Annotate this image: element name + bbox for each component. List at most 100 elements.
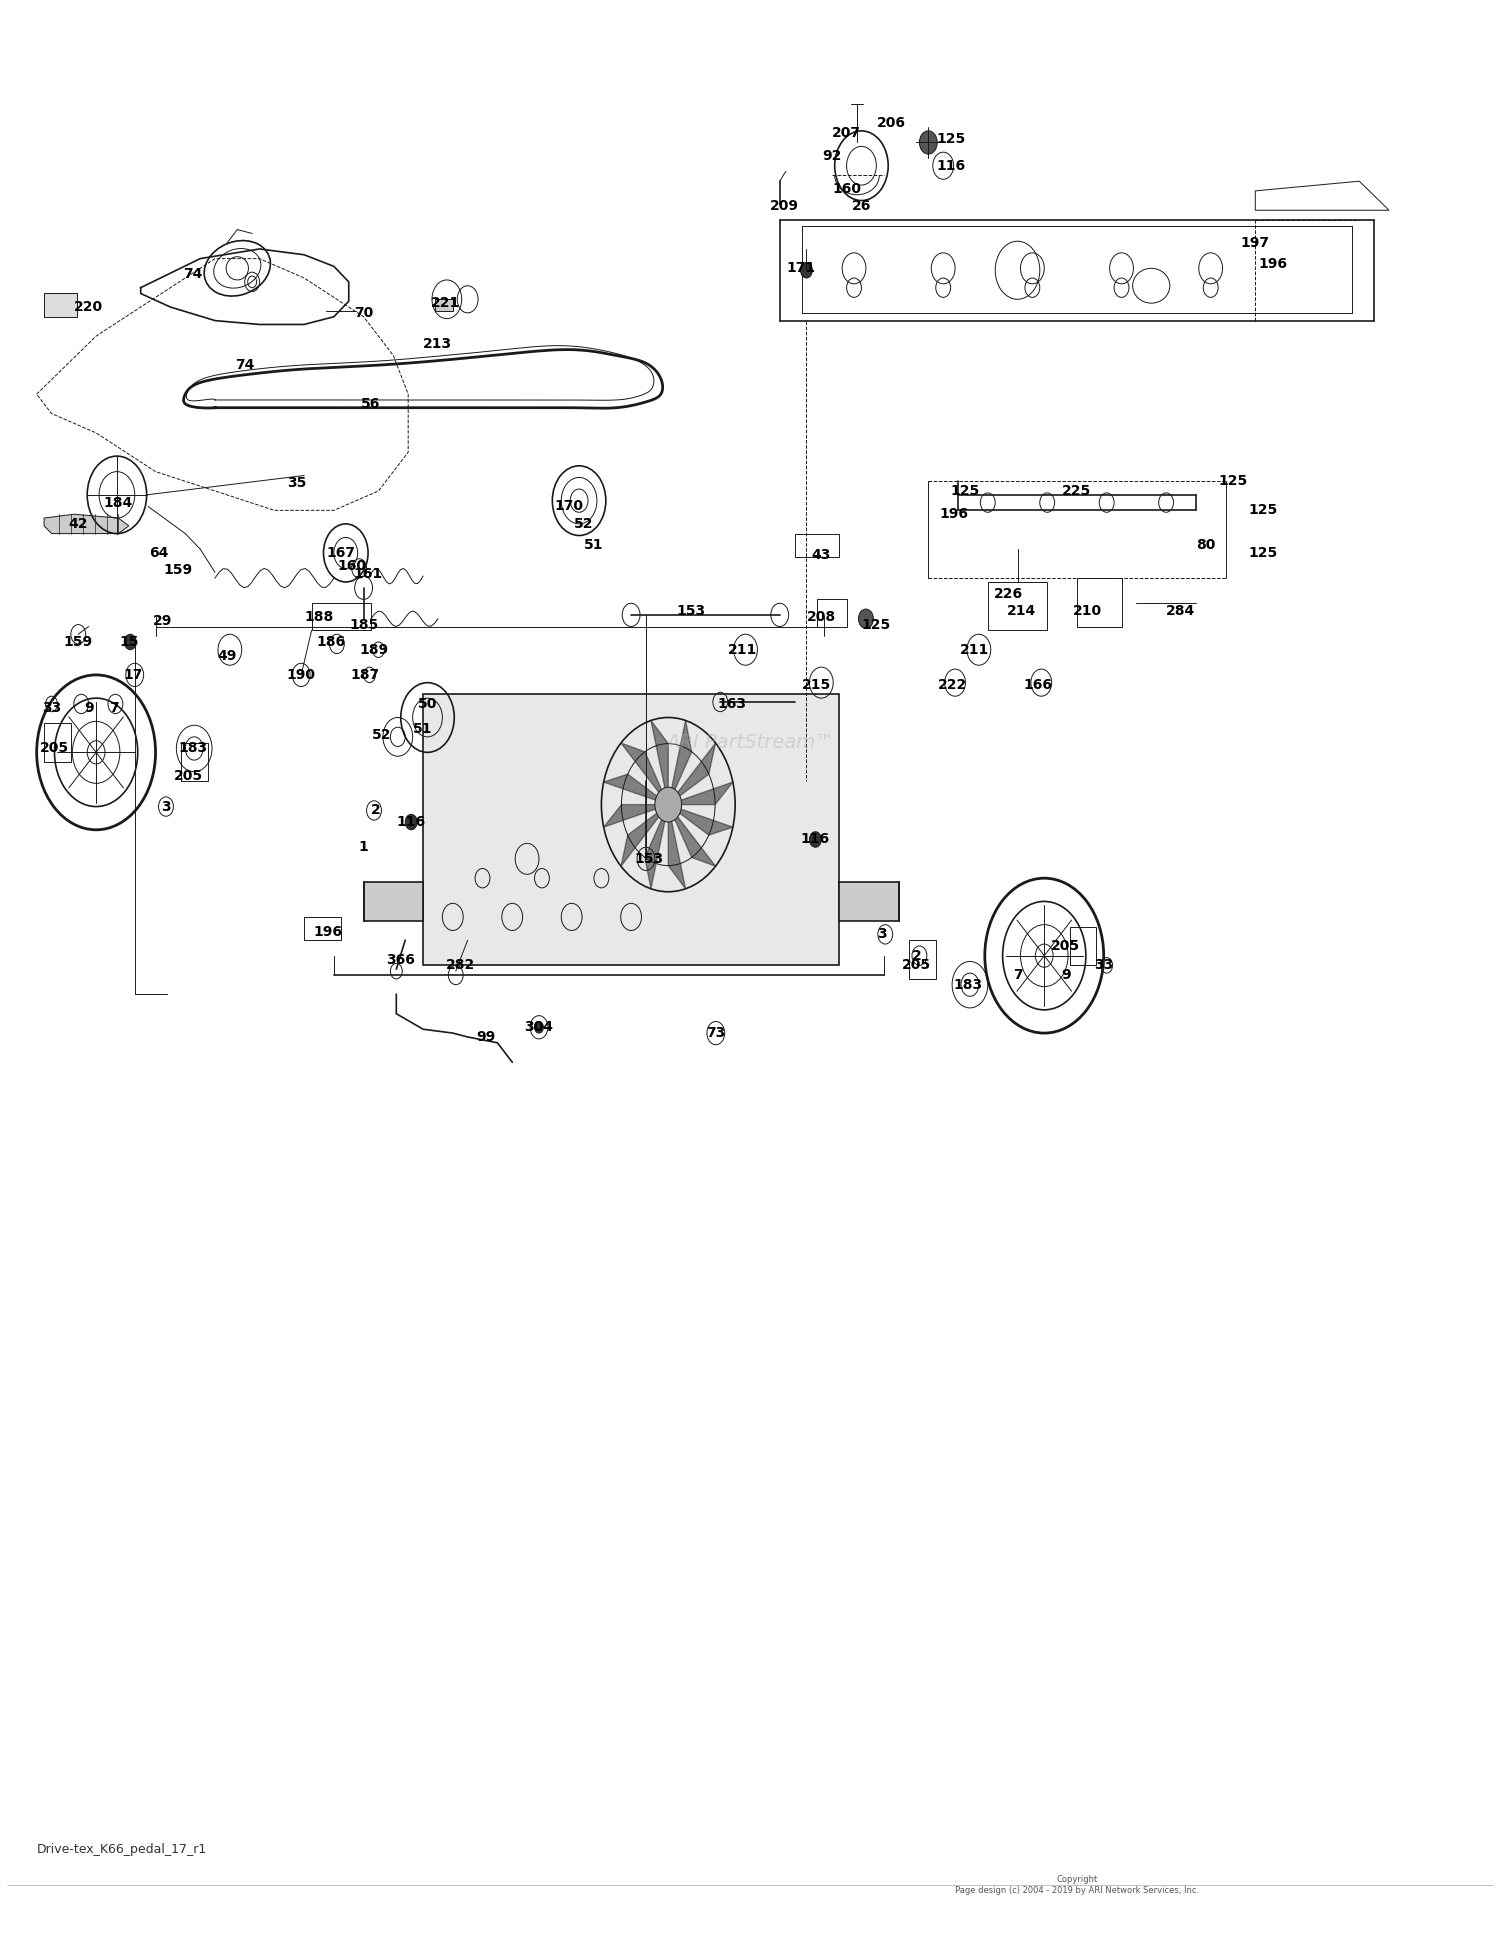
Text: 206: 206 [876, 117, 906, 131]
Text: 183: 183 [178, 741, 207, 755]
Text: 183: 183 [954, 977, 982, 993]
Text: 205: 205 [40, 741, 69, 755]
Text: 125: 125 [861, 618, 891, 632]
Circle shape [801, 263, 813, 279]
Text: 80: 80 [1197, 538, 1216, 552]
Polygon shape [669, 782, 734, 805]
Bar [304, 916, 342, 940]
Text: 3: 3 [878, 928, 886, 942]
Text: Copyright
Page design (c) 2004 - 2019 by ARI Network Services, Inc.: Copyright Page design (c) 2004 - 2019 by… [956, 1876, 1198, 1895]
Polygon shape [621, 805, 669, 866]
Text: 208: 208 [807, 610, 836, 624]
Text: 51: 51 [584, 538, 603, 552]
Text: 220: 220 [74, 300, 104, 314]
Text: 33: 33 [42, 700, 62, 716]
Text: 125: 125 [1218, 474, 1248, 488]
Text: 226: 226 [994, 587, 1023, 601]
Text: 99: 99 [476, 1030, 495, 1043]
Text: 196: 196 [939, 507, 968, 521]
Text: ARI PartStream™: ARI PartStream™ [666, 733, 834, 753]
Text: 170: 170 [554, 499, 584, 513]
Text: 26: 26 [852, 199, 871, 213]
Text: 73: 73 [706, 1026, 726, 1039]
Text: 1: 1 [358, 840, 369, 854]
Circle shape [405, 815, 417, 831]
Bar [818, 599, 846, 626]
Text: 304: 304 [525, 1020, 554, 1034]
Text: 205: 205 [174, 768, 202, 782]
Polygon shape [645, 805, 669, 889]
Text: 74: 74 [236, 359, 255, 372]
Text: 2: 2 [370, 803, 381, 817]
Text: 7: 7 [1013, 967, 1023, 983]
Text: 214: 214 [1008, 604, 1036, 618]
Polygon shape [669, 720, 692, 805]
Text: 196: 196 [1258, 257, 1287, 271]
Text: 189: 189 [360, 644, 388, 657]
Polygon shape [44, 515, 129, 534]
Bar [312, 603, 370, 630]
Text: 29: 29 [153, 614, 173, 628]
Text: 153: 153 [634, 852, 663, 866]
Text: 284: 284 [1167, 604, 1196, 618]
Text: 125: 125 [1248, 503, 1278, 517]
Text: 52: 52 [372, 727, 392, 741]
Text: 92: 92 [822, 148, 842, 164]
Text: 211: 211 [960, 644, 988, 657]
Text: 49: 49 [217, 649, 237, 663]
Polygon shape [669, 805, 734, 835]
Bar [44, 723, 70, 762]
Text: 186: 186 [316, 636, 345, 649]
Text: 211: 211 [728, 644, 758, 657]
Text: 9: 9 [1062, 967, 1071, 983]
Text: 9: 9 [84, 700, 93, 716]
Text: 163: 163 [717, 696, 747, 712]
Text: Drive-tex_K66_pedal_17_r1: Drive-tex_K66_pedal_17_r1 [36, 1843, 207, 1856]
Text: 7: 7 [110, 700, 118, 716]
Text: 205: 205 [1050, 940, 1080, 954]
Text: 125: 125 [936, 131, 966, 146]
Text: 190: 190 [286, 669, 315, 682]
Bar [363, 881, 423, 920]
Text: 116: 116 [936, 158, 964, 174]
Text: 185: 185 [350, 618, 378, 632]
Circle shape [656, 788, 681, 823]
Bar [44, 294, 76, 316]
Bar [839, 881, 898, 920]
Bar [435, 298, 453, 310]
Bar [909, 940, 936, 979]
Text: 160: 160 [833, 181, 861, 195]
Text: 171: 171 [786, 261, 814, 275]
Circle shape [534, 1022, 543, 1034]
Text: 166: 166 [1024, 677, 1053, 692]
Text: 17: 17 [123, 669, 142, 682]
Text: 35: 35 [286, 476, 306, 489]
Text: 56: 56 [362, 398, 381, 411]
Text: 70: 70 [354, 306, 374, 320]
Text: 187: 187 [351, 669, 380, 682]
Bar [988, 581, 1047, 630]
Text: 64: 64 [148, 546, 168, 560]
Circle shape [858, 608, 873, 628]
Text: 160: 160 [338, 560, 366, 573]
Text: 74: 74 [183, 267, 203, 281]
Text: 167: 167 [327, 546, 356, 560]
Text: 153: 153 [676, 604, 705, 618]
Circle shape [810, 833, 822, 846]
Text: 116: 116 [801, 833, 830, 846]
Bar [182, 743, 207, 782]
Polygon shape [621, 743, 669, 805]
Text: 210: 210 [1072, 604, 1102, 618]
Text: 213: 213 [423, 337, 453, 351]
Text: 366: 366 [387, 952, 416, 967]
Text: 207: 207 [833, 127, 861, 140]
Text: 282: 282 [446, 957, 476, 973]
Polygon shape [669, 805, 716, 866]
Text: 116: 116 [396, 815, 426, 829]
Text: 33: 33 [1094, 957, 1113, 973]
Text: 15: 15 [118, 636, 138, 649]
Text: 52: 52 [574, 517, 594, 530]
Text: 197: 197 [1240, 236, 1270, 250]
Text: 188: 188 [304, 610, 333, 624]
Text: 159: 159 [164, 564, 192, 577]
